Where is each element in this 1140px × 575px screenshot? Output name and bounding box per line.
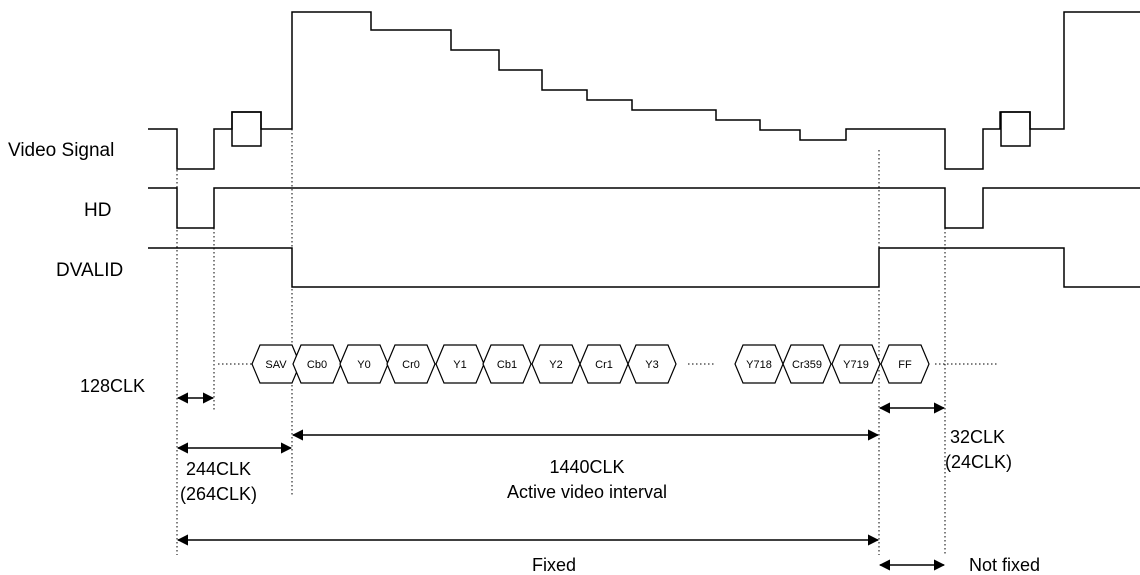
data-cell-label: Y2 [549,359,562,371]
data-cell-label: Y0 [357,359,370,371]
data-cell [386,344,436,384]
label-264clk: (264CLK) [180,484,257,504]
data-cell-label: FF [898,359,912,371]
label-active-video-interval: Active video interval [507,482,667,502]
video-sync-pulse-box-right [1000,111,1031,147]
label-128clk: 128CLK [80,376,145,396]
data-cell-label: Y718 [746,359,772,371]
label-24clk: (24CLK) [945,452,1012,472]
data-cell-label: Cr359 [792,359,822,371]
video-signal-waveform [148,11,1140,170]
data-cell-label: Cb1 [497,359,517,371]
label-32clk: 32CLK [950,427,1005,447]
data-cell-label: Cr1 [595,359,613,371]
data-cell [880,344,930,384]
label-1440clk: 1440CLK [549,457,624,477]
data-cell-label: Cr0 [402,359,420,371]
data-cell-label: Y1 [453,359,466,371]
data-cell [482,344,532,384]
label-244clk: 244CLK [186,459,251,479]
data-cell [831,344,881,384]
data-cell-label: Y3 [645,359,658,371]
dvalid-label: DVALID [56,260,123,281]
data-cell-label: Cb0 [307,359,327,371]
video-signal-label: Video Signal [8,140,114,161]
label-not-fixed: Not fixed [969,555,1040,575]
label-fixed: Fixed [532,555,576,575]
data-cell [627,344,677,384]
data-cell-label: Y719 [843,359,869,371]
data-cell [782,344,832,384]
data-stream: SAV Cb0 Y0 Cr0 Y1 Cb1 Y2 Cr1 Y3 Y718 Cr359 Y719 FF [251,344,930,384]
hd-waveform [148,187,1140,229]
dvalid-waveform [148,247,1140,288]
video-sync-pulse-box-left [231,111,262,147]
hd-label: HD [84,200,111,221]
data-cell-label: SAV [265,359,287,371]
